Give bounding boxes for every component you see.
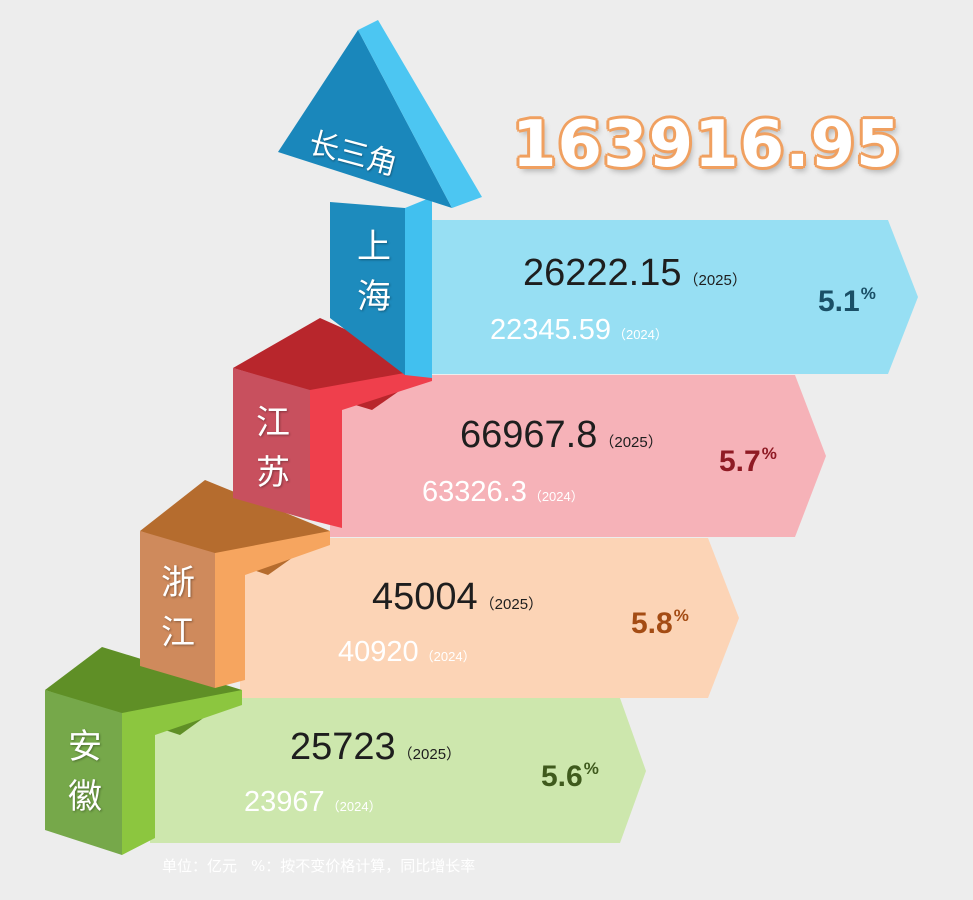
step-anhui-side — [122, 690, 242, 855]
zhejiang-year-2025: （2025） — [479, 596, 544, 613]
zhejiang-value-2025-number: 45004 — [372, 576, 478, 618]
zhejiang-growth-unit: % — [673, 606, 689, 625]
shanghai-growth-unit: % — [860, 284, 876, 303]
zhejiang-value-2024-number: 40920 — [338, 636, 419, 668]
jiangsu-value-2025: 66967.8 （2025） — [460, 414, 663, 457]
zhejiang-growth-number: 5.8 — [631, 607, 673, 640]
banner-shanghai — [432, 220, 918, 374]
shanghai-value-2025-number: 26222.15 — [523, 252, 682, 294]
arrow-shanghai-side — [405, 197, 432, 378]
jiangsu-growth-unit: % — [761, 444, 777, 463]
label-shanghai: 上 海 — [357, 227, 391, 317]
footer-note: 单位：亿元 %：按不变价格计算，同比增长率 — [162, 855, 475, 876]
anhui-growth: 5.6% — [541, 759, 599, 794]
footer-unit: 单位：亿元 — [162, 857, 238, 875]
step-zhejiang-side — [215, 531, 330, 688]
step-anhui-front — [45, 690, 122, 855]
zhejiang-value-2025: 45004 （2025） — [372, 576, 543, 619]
label-anhui: 安 徽 — [68, 727, 102, 817]
jiangsu-value-2024-number: 63326.3 — [422, 476, 527, 508]
shanghai-value-2024: 22345.59 （2024） — [490, 314, 668, 347]
banner-jiangsu — [330, 375, 826, 537]
shanghai-year-2024: （2024） — [612, 327, 668, 342]
anhui-growth-unit: % — [583, 759, 599, 778]
anhui-value-2025: 25723 （2025） — [290, 726, 461, 769]
anhui-value-2024: 23967 （2024） — [244, 786, 382, 819]
jiangsu-value-2024: 63326.3 （2024） — [422, 476, 584, 509]
jiangsu-growth: 5.7% — [719, 444, 777, 479]
footer-percent-note: %：按不变价格计算，同比增长率 — [251, 857, 476, 875]
zhejiang-year-2024: （2024） — [420, 649, 476, 664]
zhejiang-growth: 5.8% — [631, 606, 689, 641]
zhejiang-value-2024: 40920 （2024） — [338, 636, 476, 669]
anhui-year-2024: （2024） — [326, 799, 382, 814]
jiangsu-value-2025-number: 66967.8 — [460, 414, 598, 456]
step-jiangsu-side — [310, 368, 432, 528]
arrow-head-front — [278, 30, 452, 208]
banner-anhui — [150, 698, 646, 843]
anhui-value-2024-number: 23967 — [244, 786, 325, 818]
anhui-year-2025: （2025） — [397, 746, 462, 763]
label-zhejiang: 浙 江 — [161, 563, 195, 653]
anhui-value-2025-number: 25723 — [290, 726, 396, 768]
jiangsu-growth-number: 5.7 — [719, 445, 761, 478]
arrow-shanghai-front — [330, 202, 405, 375]
label-jiangsu: 江 苏 — [256, 403, 290, 493]
anhui-growth-number: 5.6 — [541, 760, 583, 793]
step-zhejiang-front — [140, 531, 215, 688]
step-jiangsu-front — [233, 368, 310, 520]
shanghai-value-2024-number: 22345.59 — [490, 314, 611, 346]
shanghai-growth: 5.1% — [818, 284, 876, 319]
shanghai-growth-number: 5.1 — [818, 285, 860, 318]
jiangsu-year-2025: （2025） — [599, 434, 663, 451]
banner-zhejiang — [240, 538, 739, 698]
total-gdp: 163916.95 — [512, 108, 902, 182]
arrow-head-side — [358, 20, 482, 208]
jiangsu-year-2024: （2024） — [528, 489, 584, 504]
shanghai-value-2025: 26222.15 （2025） — [523, 252, 747, 295]
shanghai-year-2025: （2025） — [683, 272, 747, 289]
